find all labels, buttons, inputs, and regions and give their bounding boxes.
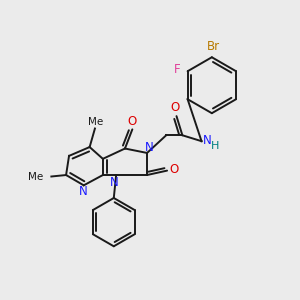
Text: Me: Me xyxy=(28,172,44,182)
Text: N: N xyxy=(110,176,119,189)
Text: O: O xyxy=(170,163,179,176)
Text: N: N xyxy=(79,185,87,198)
Text: O: O xyxy=(128,115,137,128)
Text: Me: Me xyxy=(88,117,103,127)
Text: Br: Br xyxy=(207,40,220,52)
Text: O: O xyxy=(170,101,180,114)
Text: F: F xyxy=(174,63,181,76)
Text: N: N xyxy=(145,141,154,154)
Text: N: N xyxy=(202,134,211,147)
Text: H: H xyxy=(211,142,220,152)
